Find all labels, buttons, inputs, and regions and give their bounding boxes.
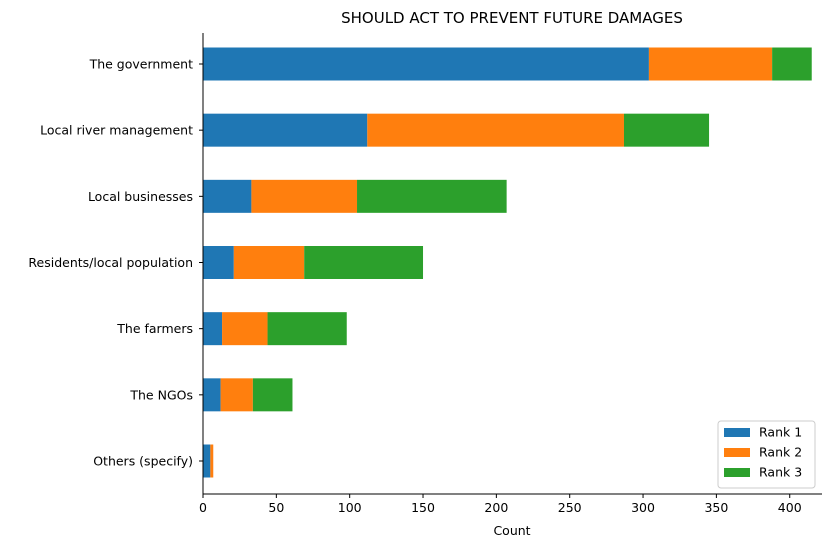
chart-title: SHOULD ACT TO PREVENT FUTURE DAMAGES bbox=[341, 9, 683, 27]
bar-1-row-5 bbox=[203, 312, 223, 346]
bar-3-row-3 bbox=[357, 179, 507, 213]
bar-2-row-3 bbox=[251, 179, 358, 213]
bar-2-row-4 bbox=[233, 246, 305, 279]
bar-3-row-2 bbox=[623, 113, 710, 147]
x-axis-ticks: 0 50 100 150 200 250 300 350 400 bbox=[199, 494, 802, 515]
bar-3-row-4 bbox=[304, 246, 424, 279]
bar-1-row-1 bbox=[203, 47, 649, 81]
bar-3-row-5 bbox=[267, 312, 347, 346]
bars-group bbox=[203, 47, 812, 478]
legend-label: Rank 2 bbox=[759, 445, 802, 460]
y-tick-label: Residents/local population bbox=[28, 255, 193, 270]
bar-2-row-7 bbox=[210, 444, 214, 478]
legend-swatch bbox=[724, 448, 750, 457]
x-axis-label: Count bbox=[493, 523, 530, 538]
y-axis-ticks: The government Local river management Loca… bbox=[28, 57, 203, 469]
bar-2-row-5 bbox=[222, 312, 268, 346]
y-tick-label: Local river management bbox=[40, 123, 193, 138]
x-tick-label: 250 bbox=[558, 500, 582, 515]
bar-2-row-6 bbox=[220, 378, 253, 412]
x-tick-label: 100 bbox=[338, 500, 362, 515]
x-tick-label: 0 bbox=[199, 500, 207, 515]
legend-swatch bbox=[724, 468, 750, 477]
bar-2-row-2 bbox=[367, 113, 624, 147]
y-tick-label: Others (specify) bbox=[93, 454, 193, 469]
bar-2-row-1 bbox=[648, 47, 773, 81]
legend: Rank 1 Rank 2 Rank 3 bbox=[717, 420, 816, 489]
x-tick-label: 300 bbox=[631, 500, 655, 515]
bar-1-row-2 bbox=[203, 113, 368, 147]
x-tick-label: 200 bbox=[484, 500, 508, 515]
x-tick-label: 400 bbox=[778, 500, 802, 515]
bar-3-row-1 bbox=[772, 47, 812, 81]
x-tick-label: 50 bbox=[268, 500, 284, 515]
legend-swatch bbox=[724, 428, 750, 437]
bar-1-row-6 bbox=[203, 378, 221, 412]
x-tick-label: 350 bbox=[704, 500, 728, 515]
y-tick-label: The government bbox=[89, 57, 194, 72]
y-tick-label: Local businesses bbox=[88, 189, 193, 204]
bar-1-row-7 bbox=[203, 444, 211, 478]
legend-label: Rank 1 bbox=[759, 425, 802, 440]
bar-1-row-4 bbox=[203, 246, 234, 279]
bar-1-row-3 bbox=[203, 179, 252, 213]
y-tick-label: The NGOs bbox=[129, 387, 193, 402]
y-tick-label: The farmers bbox=[116, 321, 193, 336]
bar-3-row-6 bbox=[252, 378, 293, 412]
x-tick-label: 150 bbox=[411, 500, 435, 515]
legend-label: Rank 3 bbox=[759, 465, 802, 480]
